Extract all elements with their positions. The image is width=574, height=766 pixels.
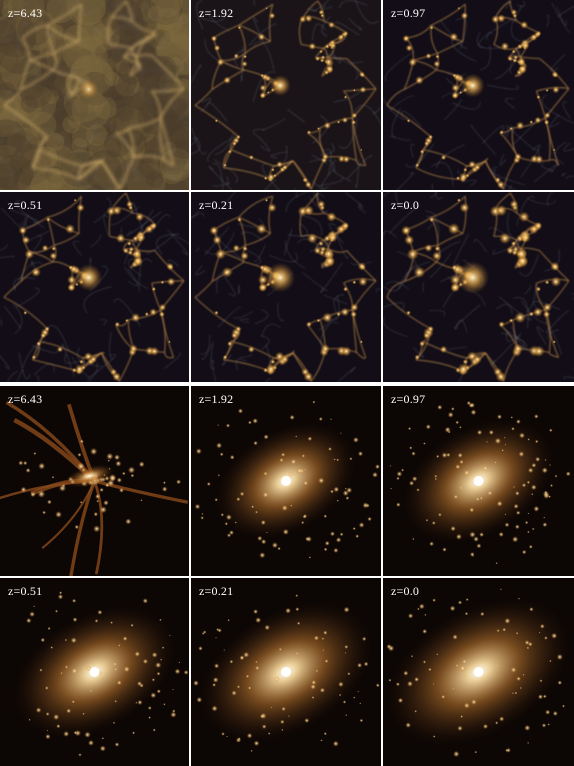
web-panel-2: z=1.92 [191,0,381,190]
web-panel-4: z=0.51 [0,192,189,382]
redshift-label: z=0.0 [391,584,419,598]
halo-image-4 [0,578,189,766]
web-image-2 [191,0,381,190]
halo-image-5 [191,578,381,766]
redshift-label: z=0.97 [391,6,425,20]
halo-image-2 [191,386,381,576]
web-image-4 [0,192,189,382]
redshift-label: z=0.51 [8,198,42,212]
redshift-label: z=0.21 [199,584,233,598]
web-image-3 [383,0,574,190]
halo-panel-6: z=0.0 [383,578,574,766]
halo-image-3 [383,386,574,576]
web-panel-6: z=0.0 [383,192,574,382]
web-image-5 [191,192,381,382]
halo-panel-1: z=6.43 [0,386,189,576]
web-panel-1: z=6.43 [0,0,189,190]
web-panel-5: z=0.21 [191,192,381,382]
redshift-label: z=1.92 [199,392,233,406]
web-image-6 [383,192,574,382]
halo-panel-2: z=1.92 [191,386,381,576]
redshift-label: z=0.21 [199,198,233,212]
halo-panel-5: z=0.21 [191,578,381,766]
web-panel-3: z=0.97 [383,0,574,190]
redshift-label: z=6.43 [8,6,42,20]
redshift-label: z=6.43 [8,392,42,406]
halo-image-6 [383,578,574,766]
redshift-label: z=1.92 [199,6,233,20]
redshift-label: z=0.0 [391,198,419,212]
halo-panel-4: z=0.51 [0,578,189,766]
halo-image-1 [0,386,189,576]
redshift-label: z=0.97 [391,392,425,406]
web-image-1 [0,0,189,190]
halo-panel-3: z=0.97 [383,386,574,576]
redshift-label: z=0.51 [8,584,42,598]
